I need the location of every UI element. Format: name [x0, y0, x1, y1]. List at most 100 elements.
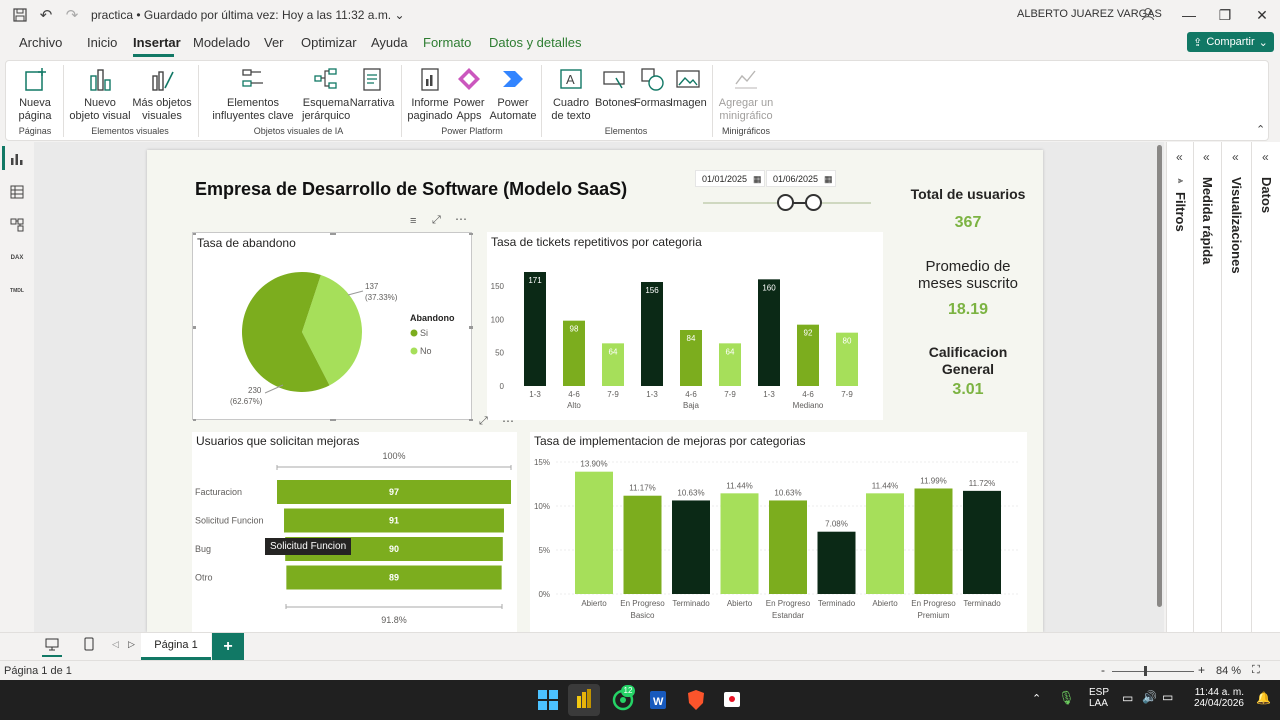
funnel-bar: [277, 480, 511, 504]
chevron-left-icon[interactable]: «: [1203, 150, 1210, 164]
bar: [719, 343, 741, 386]
date-slider-handle-end[interactable]: [805, 194, 822, 211]
canvas-scrollbar[interactable]: [1157, 145, 1162, 607]
image-button[interactable]: Imagen: [670, 65, 707, 110]
tab-datos-detalles[interactable]: Datos y detalles: [489, 35, 582, 50]
share-button[interactable]: ⇪ Compartir ⌄: [1187, 32, 1274, 52]
volume-icon[interactable]: 🔊: [1142, 690, 1157, 704]
key-influencers-button[interactable]: Elementos influyentes clave: [202, 65, 304, 123]
visual-implementacion[interactable]: Tasa de implementacion de mejoras por ca…: [530, 432, 1027, 632]
bar: [575, 471, 613, 594]
fit-to-page-icon[interactable]: ⛶: [1252, 664, 1260, 676]
new-visual-button[interactable]: Nuevo objeto visual: [68, 65, 132, 123]
x-tick-label: 1-3: [763, 390, 775, 399]
pane-filtros[interactable]: « ⫸ Filtros: [1166, 142, 1193, 632]
shapes-button[interactable]: Formas: [634, 65, 671, 110]
chevron-left-icon[interactable]: «: [1176, 150, 1183, 164]
funnel-category: Bug: [195, 544, 211, 554]
decomposition-tree-button[interactable]: Esquema jerárquico: [302, 65, 350, 123]
pane-medida-rapida[interactable]: « Medida rápida: [1193, 142, 1221, 632]
chevron-left-icon[interactable]: «: [1262, 150, 1269, 164]
zoom-slider-thumb[interactable]: [1144, 666, 1147, 676]
chevron-up-icon[interactable]: ⌃: [1032, 693, 1042, 705]
chevron-down-icon[interactable]: ⌄: [394, 8, 405, 22]
paginated-report-button[interactable]: Informe paginado: [406, 65, 454, 123]
notifications-icon[interactable]: 🔔: [1256, 691, 1271, 705]
prev-page-icon[interactable]: ◁: [112, 639, 119, 649]
microphone-icon[interactable]: 🎙: [1058, 690, 1075, 705]
focus-mode-icon[interactable]: ⤢: [432, 214, 441, 226]
add-page-button[interactable]: +: [212, 633, 244, 660]
collapse-ribbon-icon[interactable]: ⌃: [1256, 124, 1266, 136]
maximize-button[interactable]: ❐: [1218, 6, 1232, 23]
tab-archivo[interactable]: Archivo: [19, 35, 63, 50]
more-options-icon[interactable]: ⋯: [502, 414, 514, 428]
funnel-bracket: [276, 465, 512, 470]
user-avatar-icon[interactable]: [1141, 7, 1155, 24]
power-automate-button[interactable]: Power Automate: [488, 65, 538, 123]
zoom-level[interactable]: 84 %: [1216, 665, 1242, 677]
narrative-button[interactable]: Narrativa: [349, 65, 395, 110]
x-tick-label: Terminado: [963, 599, 1001, 608]
redo-icon[interactable]: ↷: [65, 7, 79, 24]
tab-optimizar[interactable]: Optimizar: [301, 35, 357, 50]
model-view-icon[interactable]: [8, 216, 26, 234]
tmdl-view-icon[interactable]: TMDL: [10, 288, 24, 294]
zoom-slider[interactable]: [1112, 671, 1194, 672]
zoom-out-button[interactable]: -: [1101, 663, 1105, 677]
document-title[interactable]: practica • Guardado por última vez: Hoy …: [91, 8, 405, 22]
battery-icon[interactable]: ▭: [1162, 690, 1174, 704]
tab-insertar[interactable]: Insertar: [133, 35, 181, 50]
more-options-icon[interactable]: ⋯: [455, 212, 467, 226]
next-page-icon[interactable]: ▷: [128, 639, 135, 649]
tab-ayuda[interactable]: Ayuda: [371, 35, 408, 50]
bar: [563, 320, 585, 386]
tab-inicio[interactable]: Inicio: [87, 35, 118, 50]
buttons-button[interactable]: Botones: [595, 65, 635, 110]
language-indicator[interactable]: ESP LAA: [1089, 687, 1110, 709]
undo-icon[interactable]: ↶: [39, 7, 53, 24]
funnel-category: Otro: [195, 573, 213, 583]
close-button[interactable]: ✕: [1256, 6, 1268, 23]
date-slider-handle-start[interactable]: [777, 194, 794, 211]
bar: [641, 282, 663, 386]
pane-datos[interactable]: « Datos: [1251, 142, 1280, 632]
brave-browser-icon[interactable]: [686, 689, 706, 714]
dax-query-icon[interactable]: DAX: [10, 255, 24, 261]
display-icon[interactable]: ▭: [1122, 691, 1134, 705]
windows-start-icon[interactable]: [538, 690, 558, 713]
filter-icon[interactable]: ≡: [410, 215, 417, 227]
visual-abandono[interactable]: Tasa de abandono 137 (37.33%) 230 (62.67%) A…: [192, 232, 473, 421]
more-visuals-button[interactable]: Más objetos visuales: [132, 65, 192, 123]
focus-mode-icon[interactable]: ⤢: [479, 415, 488, 427]
tab-ver[interactable]: Ver: [264, 35, 284, 50]
visual-tickets[interactable]: Tasa de tickets repetitivos por categori…: [487, 232, 883, 420]
tab-pagina-1[interactable]: Página 1: [141, 633, 211, 660]
chevron-left-icon[interactable]: «: [1232, 150, 1239, 164]
x-tick-label: Terminado: [818, 599, 856, 608]
save-icon[interactable]: [7, 2, 33, 28]
power-apps-button[interactable]: Power Apps: [452, 65, 486, 123]
user-name[interactable]: ALBERTO JUAREZ VARGAS: [1017, 8, 1162, 20]
visual-mejoras[interactable]: Usuarios que solicitan mejoras 100% Factu…: [192, 432, 517, 632]
bar: [817, 531, 856, 594]
table-view-icon[interactable]: [8, 183, 26, 201]
tab-formato[interactable]: Formato: [423, 35, 472, 50]
date-to-input[interactable]: 01/06/2025 ▦: [766, 170, 836, 187]
word-icon[interactable]: W: [648, 689, 668, 714]
report-view-icon[interactable]: [8, 150, 26, 168]
new-page-button[interactable]: Nueva página: [12, 65, 58, 123]
desktop-layout-icon[interactable]: [45, 637, 59, 654]
pane-visualizaciones[interactable]: « Visualizaciones: [1221, 142, 1251, 632]
data-label: 11.72%: [969, 479, 996, 488]
tab-modelado[interactable]: Modelado: [193, 35, 251, 50]
clock[interactable]: 11:44 a. m. 24/04/2026: [1193, 687, 1244, 709]
zoom-in-button[interactable]: +: [1198, 663, 1206, 677]
date-from-input[interactable]: 01/01/2025 ▦: [695, 170, 765, 187]
x-tick-label: En Progreso: [766, 599, 811, 608]
mobile-layout-icon[interactable]: [84, 637, 94, 654]
minimize-button[interactable]: —: [1182, 7, 1196, 23]
snipping-tool-icon[interactable]: [722, 689, 742, 714]
text-box-button[interactable]: A Cuadro de texto: [546, 65, 596, 123]
powerbi-taskbar-button[interactable]: [568, 684, 600, 716]
